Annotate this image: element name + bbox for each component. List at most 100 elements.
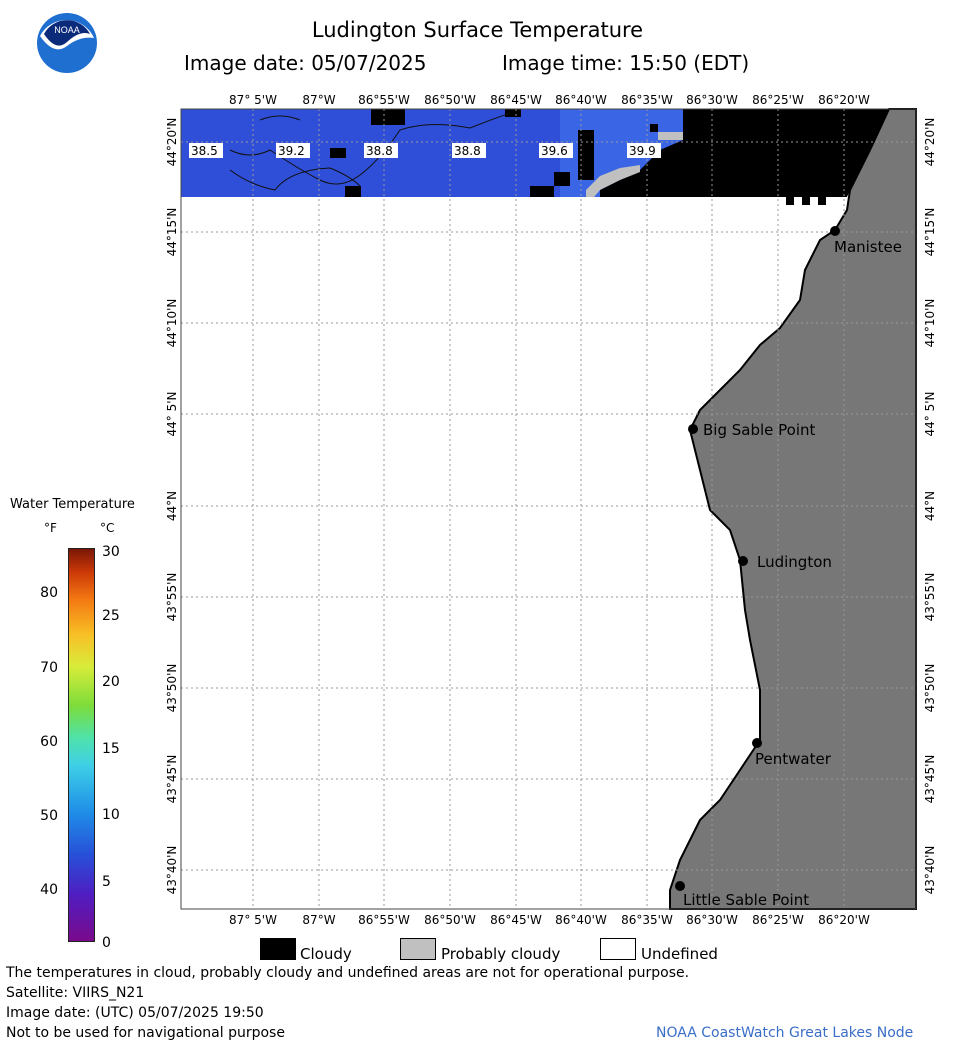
place-label-manistee: Manistee (834, 238, 902, 256)
lon-label: 86°25'W (752, 93, 804, 107)
cloud-patch (578, 130, 594, 180)
legend-tick-f: 40 (40, 882, 58, 898)
cloud-patch (371, 109, 405, 125)
legend-unit-fahrenheit: °F (44, 521, 57, 535)
probably-cloudy-label: Probably cloudy (441, 945, 561, 963)
cloud-patch (786, 197, 794, 205)
lat-label: 43°40'N (165, 846, 179, 895)
cloudy-label: Cloudy (300, 945, 352, 963)
lon-label-bottom: 86°50'W (424, 913, 476, 927)
land-region (669, 108, 917, 910)
temperature-value-label: 39.2 (278, 144, 305, 158)
lon-label-bottom: 86°35'W (621, 913, 673, 927)
place-label-little-sable-point: Little Sable Point (683, 891, 809, 909)
lon-label-bottom: 87°W (302, 913, 335, 927)
credit-text: NOAA CoastWatch Great Lakes Node (656, 1025, 914, 1041)
cloud-patch (345, 186, 361, 197)
logo-text: NOAA (54, 25, 80, 35)
lon-label: 87° 5'W (229, 93, 277, 107)
place-label-big-sable-point: Big Sable Point (703, 421, 816, 439)
lon-label-bottom: 86°55'W (358, 913, 410, 927)
lon-label-bottom: 86°20'W (818, 913, 870, 927)
cloud-region (600, 109, 889, 197)
lon-label: 86°55'W (358, 93, 410, 107)
disclaimer-text: The temperatures in cloud, probably clou… (6, 965, 690, 981)
undefined-label: Undefined (641, 945, 718, 963)
isotherm-line (229, 112, 511, 185)
navigation-warning: Not to be used for navigational purpose (6, 1025, 285, 1041)
map-frame (180, 108, 917, 910)
cloud-patch (554, 172, 570, 186)
cloud-patch (530, 186, 554, 197)
lat-label: 44°10'N (165, 299, 179, 348)
lon-label-bottom: 86°45'W (490, 913, 542, 927)
lon-label: 86°20'W (818, 93, 870, 107)
lon-label-bottom: 87° 5'W (229, 913, 277, 927)
legend-tick-c: 25 (102, 608, 120, 624)
temperature-value-label: 38.8 (366, 144, 393, 158)
lon-label-bottom: 86°40'W (555, 913, 607, 927)
lat-label: 43°50'N (165, 664, 179, 713)
lat-label-right: 44° 5'N (923, 392, 937, 437)
place-marker (738, 556, 748, 566)
legend-title: Water Temperature (10, 497, 135, 512)
lon-label: 86°50'W (424, 93, 476, 107)
cloud-patch (650, 124, 658, 132)
place-marker (688, 424, 698, 434)
lon-label: 87°W (302, 93, 335, 107)
lat-label-right: 43°50'N (923, 664, 937, 713)
legend-tick-f: 50 (40, 808, 58, 824)
lon-label: 86°45'W (490, 93, 542, 107)
probably-cloudy-region (586, 165, 640, 197)
image-date: Image date: 05/07/2025 (184, 51, 427, 75)
lat-label: 43°45'N (165, 755, 179, 804)
lat-label-right: 44°10'N (923, 299, 937, 348)
legend-tick-f: 60 (40, 734, 58, 750)
legend-tick-c: 30 (102, 544, 120, 560)
lat-label-right: 43°45'N (923, 755, 937, 804)
place-marker (830, 226, 840, 236)
lon-label: 86°40'W (555, 93, 607, 107)
lat-label: 44°N (165, 491, 179, 521)
lat-label-right: 44°N (923, 491, 937, 521)
cloud-patch (505, 109, 521, 117)
temperature-value-label: 38.8 (454, 144, 481, 158)
lat-label: 43°55'N (165, 573, 179, 622)
temperature-value-label: 39.6 (541, 144, 568, 158)
legend-tick-f: 70 (40, 660, 58, 676)
legend-unit-celsius: °C (100, 521, 115, 535)
lon-label-bottom: 86°25'W (752, 913, 804, 927)
probably-cloudy-region (658, 132, 683, 140)
satellite-text: Satellite: VIIRS_N21 (6, 985, 145, 1001)
lat-label: 44° 5'N (165, 392, 179, 437)
lon-label: 86°30'W (686, 93, 738, 107)
temperature-value-label: 39.9 (629, 144, 656, 158)
probably-cloudy-swatch (400, 938, 436, 960)
lat-label-right: 44°15'N (923, 208, 937, 257)
legend-tick-c: 15 (102, 741, 120, 757)
lat-label: 44°15'N (165, 208, 179, 257)
lat-label: 44°20'N (165, 118, 179, 167)
isotherm-line (259, 115, 301, 121)
temperature-value-label: 38.5 (191, 144, 218, 158)
cloudy-swatch (260, 938, 296, 960)
legend-tick-c: 20 (102, 674, 120, 690)
lon-label-bottom: 86°30'W (686, 913, 738, 927)
cloud-patch (330, 148, 346, 158)
map-grid (181, 109, 916, 909)
legend-tick-f: 80 (40, 585, 58, 601)
legend-tick-c: 0 (102, 935, 111, 951)
place-marker (752, 738, 762, 748)
utc-date-text: Image date: (UTC) 05/07/2025 19:50 (6, 1005, 264, 1021)
isotherm-line (229, 167, 361, 191)
place-label-ludington: Ludington (757, 553, 832, 571)
legend-tick-c: 10 (102, 807, 120, 823)
image-time: Image time: 15:50 (EDT) (502, 51, 750, 75)
temperature-colorbar (68, 548, 95, 942)
page-title: Ludington Surface Temperature (311, 18, 644, 42)
lon-label: 86°35'W (621, 93, 673, 107)
lat-label-right: 44°20'N (923, 118, 937, 167)
place-marker (675, 881, 685, 891)
lat-label-right: 43°40'N (923, 846, 937, 895)
